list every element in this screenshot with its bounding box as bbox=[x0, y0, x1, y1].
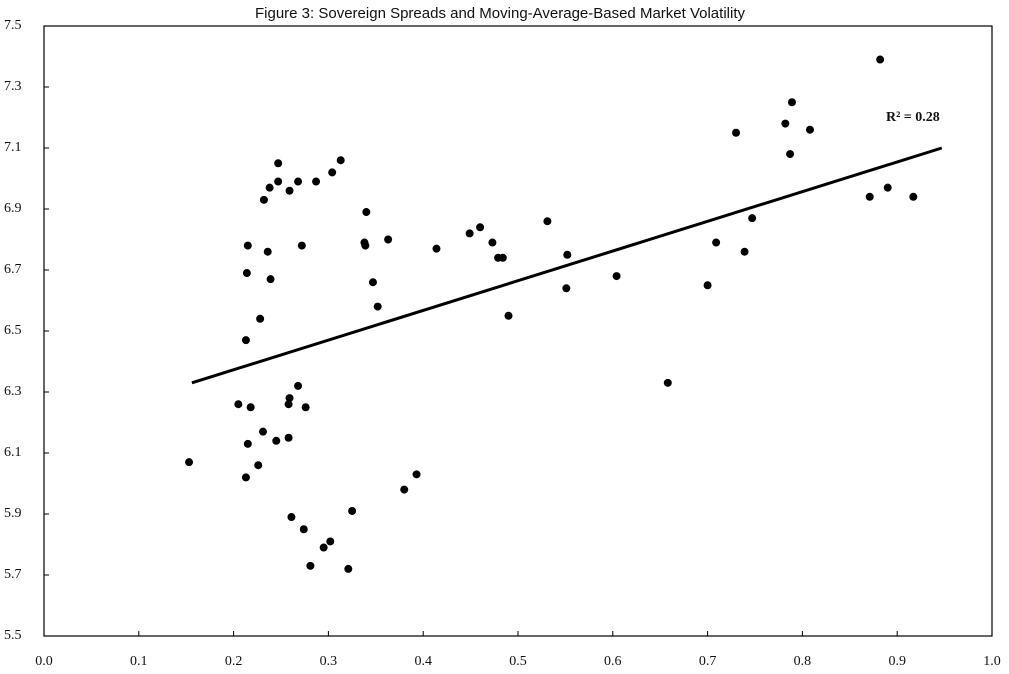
point bbox=[504, 311, 513, 320]
point bbox=[326, 537, 335, 546]
x-tick-label: 0.8 bbox=[794, 654, 812, 669]
y-tick-label: 6.3 bbox=[4, 384, 22, 399]
point bbox=[241, 473, 250, 482]
point bbox=[319, 543, 328, 552]
point bbox=[287, 513, 296, 522]
point bbox=[476, 223, 485, 232]
y-tick-label: 7.1 bbox=[4, 140, 22, 155]
point bbox=[272, 436, 281, 445]
point bbox=[361, 241, 370, 250]
y-tick-label: 6.1 bbox=[4, 445, 22, 460]
point bbox=[294, 177, 303, 186]
trendline bbox=[191, 146, 943, 385]
x-tick-label: 0.5 bbox=[509, 654, 527, 669]
point bbox=[712, 238, 721, 247]
x-tick-label: 0.6 bbox=[604, 654, 622, 669]
point bbox=[344, 564, 353, 573]
point bbox=[787, 98, 796, 107]
point bbox=[284, 433, 293, 442]
x-tick-label: 0.7 bbox=[699, 654, 717, 669]
point bbox=[368, 278, 377, 287]
point bbox=[256, 314, 265, 323]
x-tick-label: 0.1 bbox=[130, 654, 148, 669]
point bbox=[876, 55, 885, 64]
point bbox=[274, 177, 283, 186]
y-tick-label: 6.7 bbox=[4, 262, 22, 277]
point bbox=[336, 156, 345, 165]
point bbox=[242, 269, 251, 278]
point bbox=[786, 150, 795, 159]
point bbox=[562, 284, 571, 293]
point bbox=[612, 272, 621, 281]
y-tick-label: 5.9 bbox=[4, 506, 22, 521]
point bbox=[748, 214, 757, 223]
point bbox=[465, 229, 474, 238]
x-tick-label: 0.0 bbox=[35, 654, 53, 669]
point bbox=[703, 281, 712, 290]
point bbox=[412, 470, 421, 479]
y-tick-label: 6.9 bbox=[4, 201, 22, 216]
point bbox=[488, 238, 497, 247]
y-tick-label: 6.5 bbox=[4, 323, 22, 338]
point bbox=[740, 247, 749, 256]
point bbox=[909, 192, 918, 201]
point bbox=[254, 461, 263, 470]
plot-frame bbox=[43, 25, 993, 637]
point bbox=[297, 241, 306, 250]
point bbox=[266, 275, 275, 284]
point bbox=[498, 253, 507, 262]
point bbox=[348, 506, 357, 515]
point bbox=[234, 400, 243, 409]
point bbox=[243, 439, 252, 448]
point bbox=[243, 241, 252, 250]
point bbox=[805, 125, 814, 134]
point bbox=[285, 186, 294, 195]
point bbox=[781, 119, 790, 128]
point bbox=[384, 235, 393, 244]
point bbox=[865, 192, 874, 201]
point bbox=[543, 217, 552, 226]
point bbox=[285, 394, 294, 403]
point bbox=[246, 403, 255, 412]
y-tick-label: 7.3 bbox=[4, 79, 22, 94]
point bbox=[299, 525, 308, 534]
y-tick-label: 5.7 bbox=[4, 567, 22, 582]
x-tick-label: 0.3 bbox=[320, 654, 338, 669]
point bbox=[432, 244, 441, 253]
x-tick-label: 1.0 bbox=[983, 654, 1001, 669]
point bbox=[265, 183, 274, 192]
annotation: R² = 0.28 bbox=[886, 110, 940, 125]
point bbox=[294, 381, 303, 390]
point bbox=[663, 378, 672, 387]
y-tick-label: 7.5 bbox=[4, 18, 22, 33]
point bbox=[301, 403, 310, 412]
point bbox=[362, 208, 371, 217]
point bbox=[306, 561, 315, 570]
point bbox=[258, 427, 267, 436]
point bbox=[328, 168, 337, 177]
point bbox=[732, 128, 741, 137]
point bbox=[263, 247, 272, 256]
point bbox=[274, 159, 283, 168]
point bbox=[400, 485, 409, 494]
chart-title: Figure 3: Sovereign Spreads and Moving-A… bbox=[255, 5, 745, 22]
point bbox=[312, 177, 321, 186]
point bbox=[373, 302, 382, 311]
x-tick-label: 0.2 bbox=[225, 654, 243, 669]
point bbox=[185, 458, 194, 467]
point bbox=[563, 250, 572, 259]
point bbox=[883, 183, 892, 192]
x-tick-label: 0.4 bbox=[414, 654, 432, 669]
point bbox=[284, 400, 293, 409]
x-tick-label: 0.9 bbox=[888, 654, 906, 669]
point bbox=[241, 336, 250, 345]
point bbox=[259, 195, 268, 204]
y-tick-label: 5.5 bbox=[4, 628, 22, 643]
